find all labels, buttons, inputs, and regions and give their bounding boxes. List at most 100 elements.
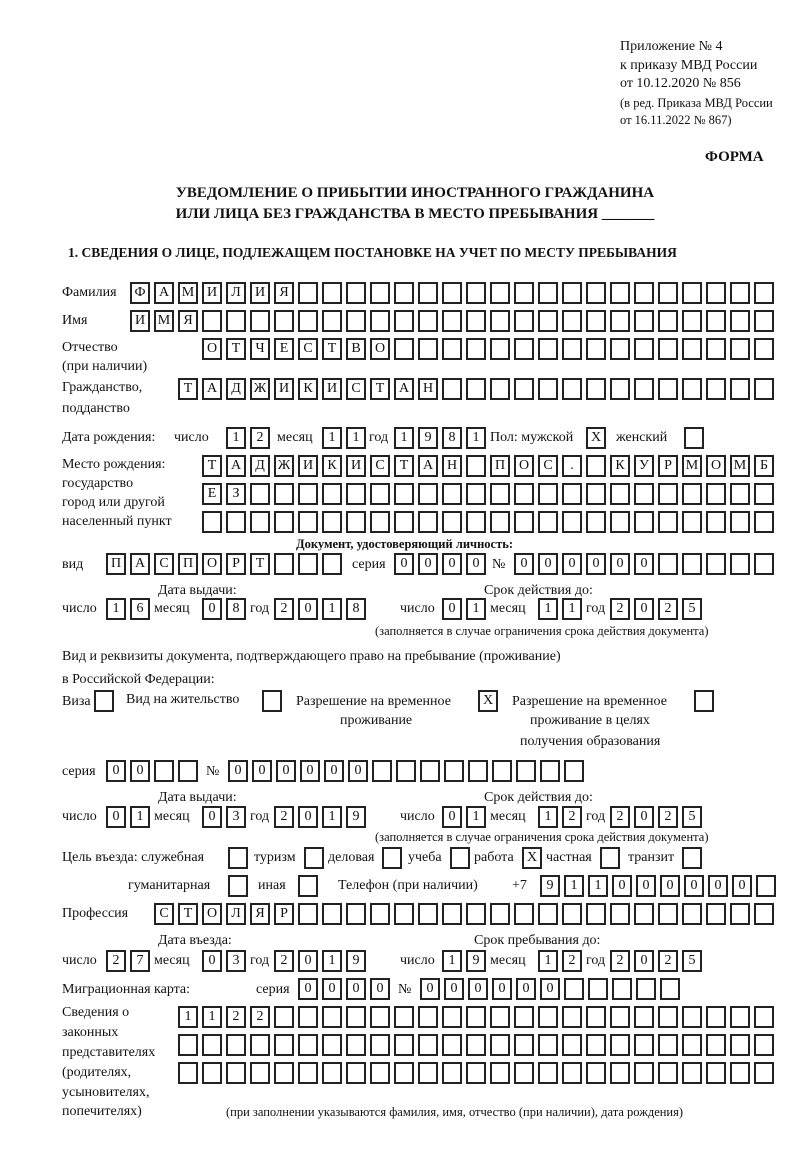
char-cell[interactable] <box>346 1034 366 1056</box>
char-cell[interactable] <box>538 310 558 332</box>
char-cell[interactable]: А <box>418 455 438 477</box>
char-cell[interactable] <box>706 553 726 575</box>
char-cell[interactable]: 0 <box>538 553 558 575</box>
purpose-study-checkbox[interactable] <box>450 847 474 869</box>
char-cell[interactable]: 8 <box>442 427 462 449</box>
char-cell[interactable] <box>682 903 702 925</box>
char-cell[interactable] <box>370 903 390 925</box>
char-cell[interactable] <box>658 553 678 575</box>
char-cell[interactable] <box>490 903 510 925</box>
char-cell[interactable] <box>562 483 582 505</box>
purpose-business-checkbox[interactable] <box>382 847 406 869</box>
char-cell[interactable] <box>586 378 606 400</box>
char-cell[interactable]: Ж <box>250 378 270 400</box>
char-cell[interactable] <box>228 875 248 897</box>
char-cell[interactable] <box>636 978 656 1000</box>
char-cell[interactable] <box>682 1034 702 1056</box>
char-cell[interactable] <box>202 1034 222 1056</box>
char-cell[interactable]: Т <box>370 378 390 400</box>
char-cell[interactable] <box>346 483 366 505</box>
char-cell[interactable]: Л <box>226 903 246 925</box>
char-cell[interactable] <box>634 338 654 360</box>
char-cell[interactable] <box>418 1062 438 1084</box>
char-cell[interactable] <box>730 1034 750 1056</box>
char-cell[interactable]: 8 <box>346 598 366 620</box>
trp-edu-checkbox[interactable] <box>694 690 718 712</box>
char-cell[interactable]: Т <box>322 338 342 360</box>
char-cell[interactable]: 1 <box>538 950 558 972</box>
char-cell[interactable] <box>706 903 726 925</box>
char-cell[interactable]: 2 <box>610 598 630 620</box>
char-cell[interactable]: 2 <box>610 950 630 972</box>
char-cell[interactable]: 0 <box>708 875 728 897</box>
char-cell[interactable]: 2 <box>658 598 678 620</box>
char-cell[interactable] <box>586 483 606 505</box>
char-cell[interactable] <box>754 483 774 505</box>
char-cell[interactable] <box>322 483 342 505</box>
char-cell[interactable] <box>228 847 248 869</box>
char-cell[interactable] <box>418 338 438 360</box>
char-cell[interactable] <box>562 511 582 533</box>
char-cell[interactable] <box>754 338 774 360</box>
char-cell[interactable] <box>322 1006 342 1028</box>
char-cell[interactable] <box>754 1006 774 1028</box>
char-cell[interactable] <box>394 282 414 304</box>
char-cell[interactable] <box>322 511 342 533</box>
char-cell[interactable] <box>562 1062 582 1084</box>
char-cell[interactable] <box>346 903 366 925</box>
char-cell[interactable]: 0 <box>298 806 318 828</box>
char-cell[interactable] <box>610 310 630 332</box>
char-cell[interactable] <box>682 310 702 332</box>
char-cell[interactable] <box>298 1034 318 1056</box>
char-cell[interactable]: 3 <box>226 806 246 828</box>
char-cell[interactable]: Б <box>754 455 774 477</box>
char-cell[interactable]: Е <box>202 483 222 505</box>
char-cell[interactable] <box>226 511 246 533</box>
char-cell[interactable]: О <box>514 455 534 477</box>
char-cell[interactable] <box>262 690 282 712</box>
char-cell[interactable] <box>346 282 366 304</box>
char-cell[interactable]: 2 <box>274 598 294 620</box>
char-cell[interactable]: Р <box>226 553 246 575</box>
char-cell[interactable] <box>538 1006 558 1028</box>
char-cell[interactable]: 0 <box>420 978 440 1000</box>
char-cell[interactable] <box>178 760 198 782</box>
char-cell[interactable]: 1 <box>564 875 584 897</box>
char-cell[interactable]: 0 <box>540 978 560 1000</box>
char-cell[interactable]: С <box>154 903 174 925</box>
char-cell[interactable] <box>658 310 678 332</box>
char-cell[interactable] <box>394 1006 414 1028</box>
char-cell[interactable] <box>418 1006 438 1028</box>
char-cell[interactable] <box>490 310 510 332</box>
char-cell[interactable] <box>492 760 512 782</box>
char-cell[interactable]: 0 <box>298 950 318 972</box>
char-cell[interactable] <box>442 903 462 925</box>
char-cell[interactable] <box>634 483 654 505</box>
char-cell[interactable] <box>730 378 750 400</box>
char-cell[interactable]: Т <box>250 553 270 575</box>
char-cell[interactable] <box>564 760 584 782</box>
char-cell[interactable] <box>562 903 582 925</box>
char-cell[interactable]: П <box>490 455 510 477</box>
char-cell[interactable] <box>466 1062 486 1084</box>
char-cell[interactable] <box>706 310 726 332</box>
char-cell[interactable]: О <box>370 338 390 360</box>
char-cell[interactable]: 2 <box>658 950 678 972</box>
char-cell[interactable]: 6 <box>130 598 150 620</box>
char-cell[interactable] <box>706 282 726 304</box>
char-cell[interactable]: 0 <box>444 978 464 1000</box>
char-cell[interactable]: 9 <box>346 950 366 972</box>
char-cell[interactable] <box>730 483 750 505</box>
char-cell[interactable] <box>634 511 654 533</box>
char-cell[interactable] <box>586 282 606 304</box>
char-cell[interactable] <box>730 282 750 304</box>
char-cell[interactable]: 0 <box>442 598 462 620</box>
